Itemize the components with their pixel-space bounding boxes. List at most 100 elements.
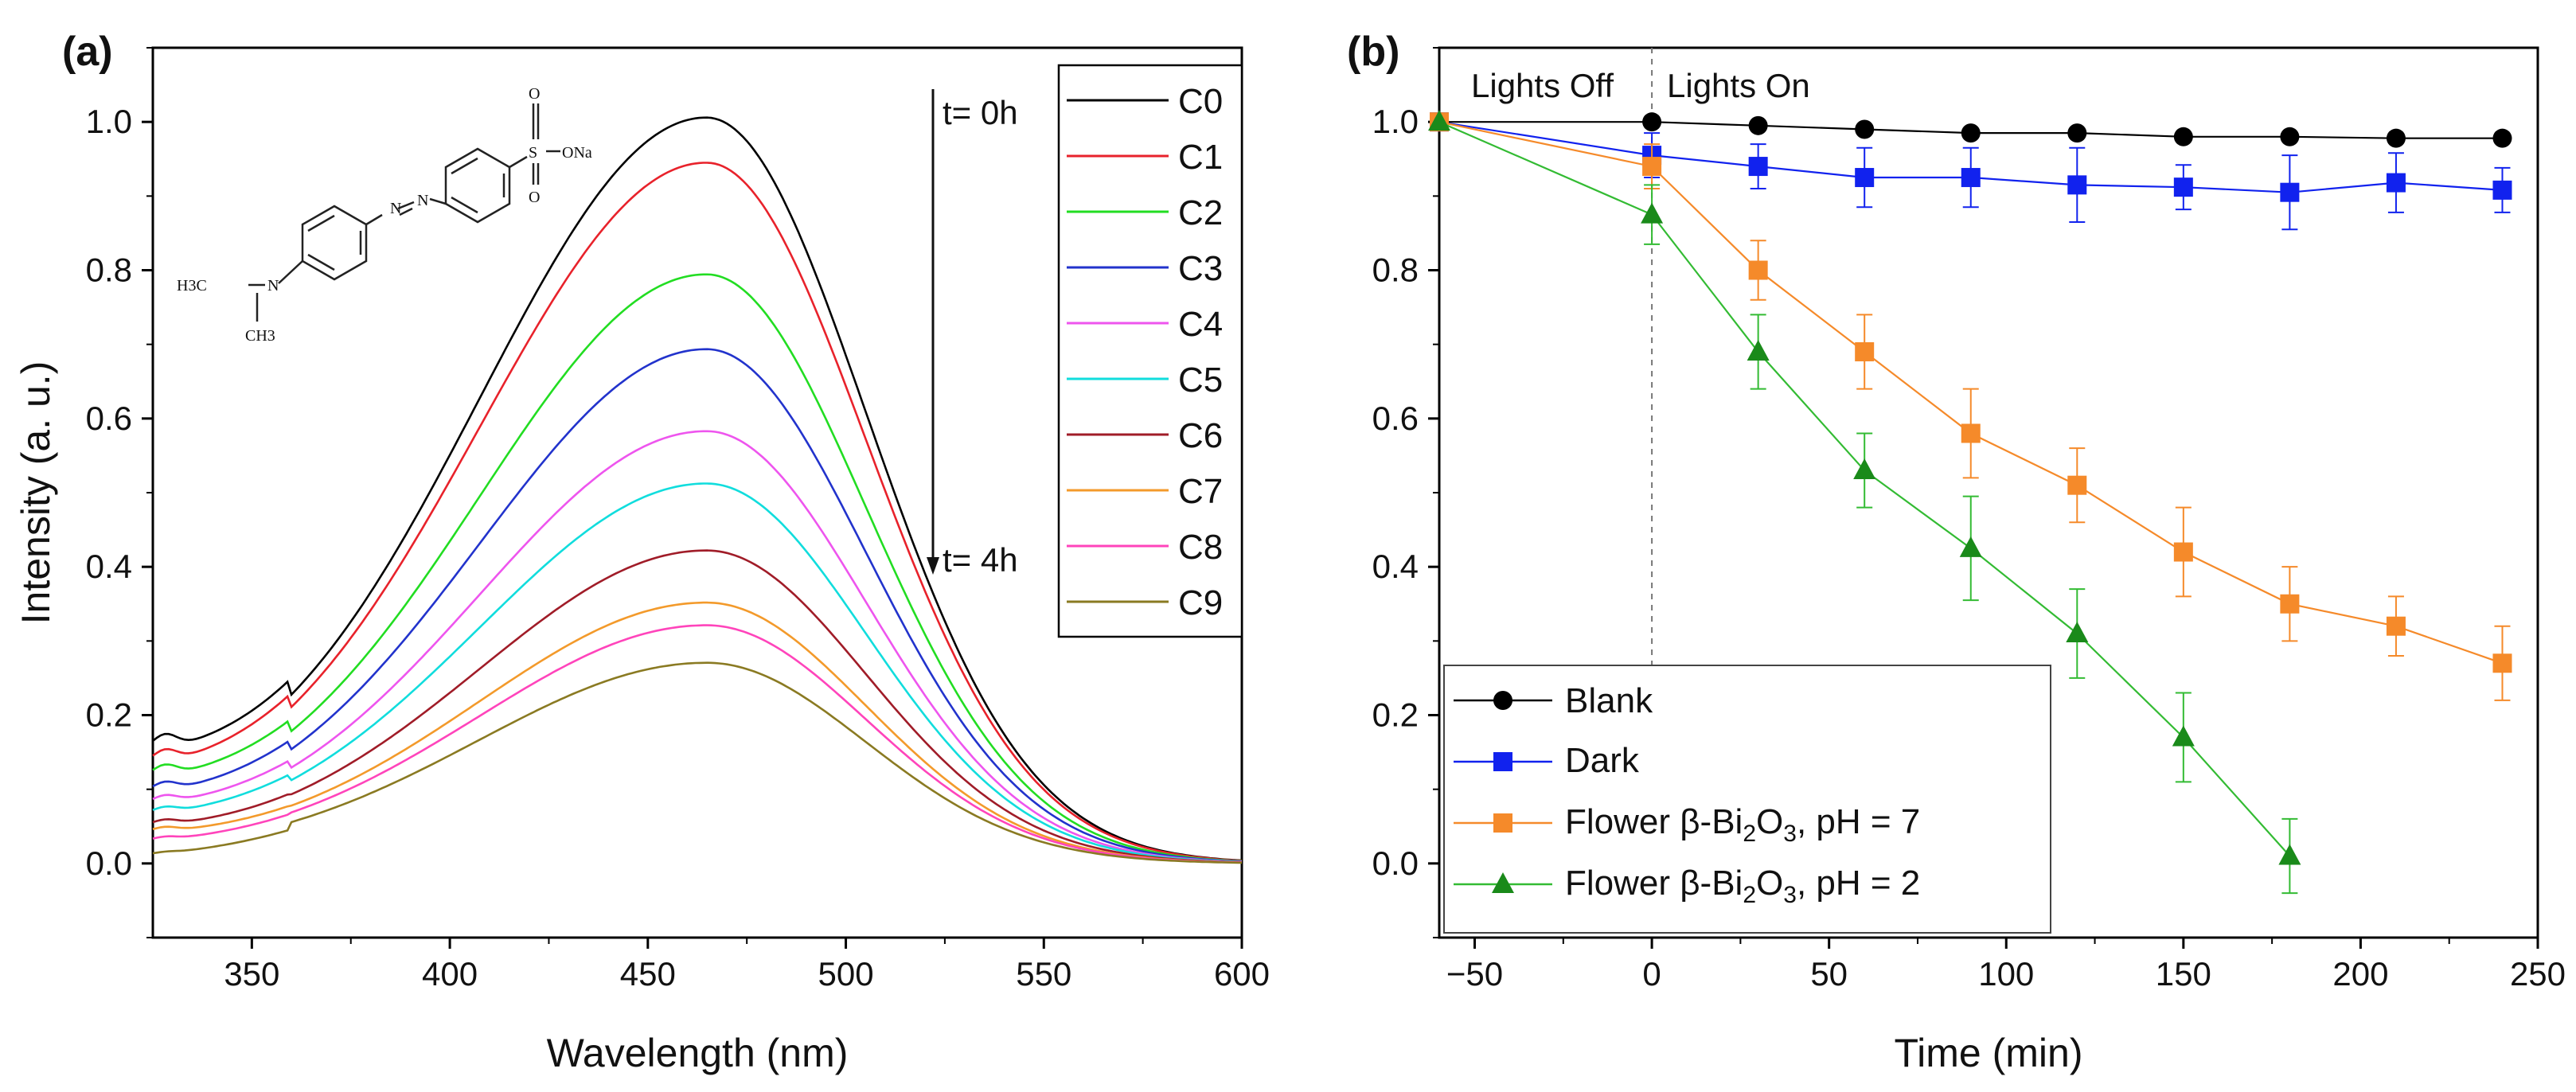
point-blank: [2173, 127, 2193, 146]
point-blank: [2280, 127, 2300, 146]
legend-label-ph7: Flower β-Bi2O3, pH = 7: [1565, 802, 1920, 847]
a-xtick-label: 400: [422, 955, 478, 993]
point-ph2: [1747, 339, 1770, 361]
point-dark: [1961, 168, 1981, 188]
legend-label-c7: C7: [1178, 472, 1223, 511]
panel-a-legend: [1057, 64, 1243, 638]
b-ytick-label: 1.0: [1372, 103, 1419, 140]
curve-c6: [152, 549, 1243, 864]
series-blank: [1430, 112, 2512, 148]
series-ph7: [1430, 112, 2512, 701]
legend-label-c3: C3: [1178, 249, 1223, 288]
point-blank: [2492, 128, 2512, 148]
lights-on-label: Lights On: [1667, 67, 1810, 104]
point-ph2: [2066, 622, 2089, 643]
sulfonate-label: ONa: [562, 144, 592, 162]
legend-label-ph2: Flower β-Bi2O3, pH = 2: [1565, 864, 1920, 908]
legend-marker-ph7: [1493, 813, 1512, 833]
panel-a-ylabel: Intensity (a. u.): [14, 361, 58, 625]
point-ph7: [2386, 616, 2406, 636]
series-line-blank: [1439, 121, 2503, 139]
curve-c8: [152, 624, 1243, 864]
panel-b-ticks: −50 0 50 100 150 200 250 0.0 0.2 0.4 0.6 0.8 1.0: [1372, 47, 2566, 993]
point-ph7: [1855, 341, 1875, 361]
azo-n2: N: [417, 192, 428, 209]
a-ytick-label: 0.4: [86, 548, 132, 585]
point-dark: [1855, 168, 1875, 188]
curve-c1: [152, 162, 1243, 862]
b-xtick-label: 0: [1642, 955, 1661, 993]
legend-label-c1: C1: [1178, 138, 1223, 177]
legend-label-c5: C5: [1178, 361, 1223, 400]
point-blank: [1642, 112, 1662, 132]
b-xtick-label: 50: [1810, 955, 1848, 993]
legend-marker-dark: [1493, 752, 1512, 771]
b-xtick-label: 250: [2510, 955, 2566, 993]
time-end-label: t= 4h: [943, 541, 1018, 579]
point-dark: [2492, 180, 2512, 200]
a-ytick-label: 0.0: [86, 844, 132, 882]
curve-c0: [152, 116, 1243, 862]
curve-c2: [152, 273, 1243, 863]
oxygen-top: O: [529, 85, 540, 103]
methyl-left: H3C: [177, 277, 207, 294]
point-ph7: [1642, 157, 1662, 177]
oxygen-bottom: O: [529, 189, 540, 206]
curve-c4: [152, 430, 1243, 863]
point-ph7: [2067, 475, 2087, 495]
series-line-ph2: [1438, 121, 2291, 857]
point-dark: [2067, 175, 2087, 195]
curve-c9: [152, 661, 1242, 864]
a-xtick-label: 350: [224, 955, 279, 993]
point-ph2: [1959, 536, 1982, 557]
point-blank: [1961, 123, 1981, 143]
legend-label-c6: C6: [1178, 416, 1223, 455]
point-ph2: [2172, 725, 2195, 747]
b-xtick-label: −50: [1446, 955, 1503, 993]
panel-a-ticks: 350 400 450 500 550 600 0.0 0.2 0.4 0.6 0.8 1.0: [86, 47, 1270, 993]
time-arrow-head: [927, 557, 939, 575]
a-ytick-label: 0.2: [86, 696, 132, 734]
point-ph2: [1428, 110, 1450, 131]
legend-marker-ph2: [1492, 872, 1514, 893]
benzene-ring-left: [301, 205, 368, 281]
b-xtick-label: 150: [2156, 955, 2211, 993]
point-ph7: [1748, 260, 1768, 280]
b-xtick-label: 100: [1978, 955, 2034, 993]
legend-label-blank: Blank: [1565, 681, 1653, 720]
b-ytick-label: 0.2: [1372, 696, 1419, 734]
sulfur-label: S: [529, 144, 537, 162]
panel-b: (b) −50 0 50 100 150 200 250 0.0 0.2 0.4 0.6 0.8 1.0…: [1347, 29, 2566, 1075]
panel-a-label: (a): [62, 29, 113, 75]
legend-label-c0: C0: [1178, 82, 1223, 121]
panel-b-legend: [1443, 665, 2051, 934]
panel-a-legend-entries: C0 C1 C2 C3 C4 C5 C6 C7 C8 C9: [1067, 82, 1223, 622]
legend-label-c4: C4: [1178, 305, 1223, 344]
a-ytick-label: 0.6: [86, 400, 132, 437]
point-ph7: [2492, 653, 2512, 673]
b-ytick-label: 0.4: [1372, 548, 1419, 585]
panel-a-xlabel: Wavelength (nm): [547, 1031, 849, 1075]
panel-b-xlabel: Time (min): [1894, 1031, 2082, 1075]
point-dark: [2386, 173, 2406, 193]
point-blank: [2386, 128, 2406, 148]
point-blank: [2067, 123, 2087, 143]
legend-label-c9: C9: [1178, 583, 1223, 622]
a-xtick-label: 550: [1016, 955, 1071, 993]
point-blank: [1748, 115, 1768, 135]
curve-c7: [152, 601, 1243, 864]
azo-n1: N: [390, 200, 401, 217]
point-dark: [2173, 177, 2193, 197]
point-dark: [2280, 182, 2300, 202]
legend-marker-blank: [1493, 691, 1512, 710]
panel-b-series: [1428, 110, 2512, 895]
benzene-ring-right: [444, 147, 511, 224]
time-start-label: t= 0h: [943, 94, 1018, 131]
panel-a-curves: [152, 116, 1243, 864]
amine-label: N: [267, 277, 279, 294]
legend-label-c8: C8: [1178, 528, 1223, 567]
a-ytick-label: 1.0: [86, 103, 132, 140]
a-xtick-label: 600: [1214, 955, 1270, 993]
b-xtick-label: 200: [2332, 955, 2388, 993]
panel-a: (a) 350 400 450 500 550 600 0.0 0.2 0.4 0.6 0.8 1.0…: [14, 29, 1270, 1075]
